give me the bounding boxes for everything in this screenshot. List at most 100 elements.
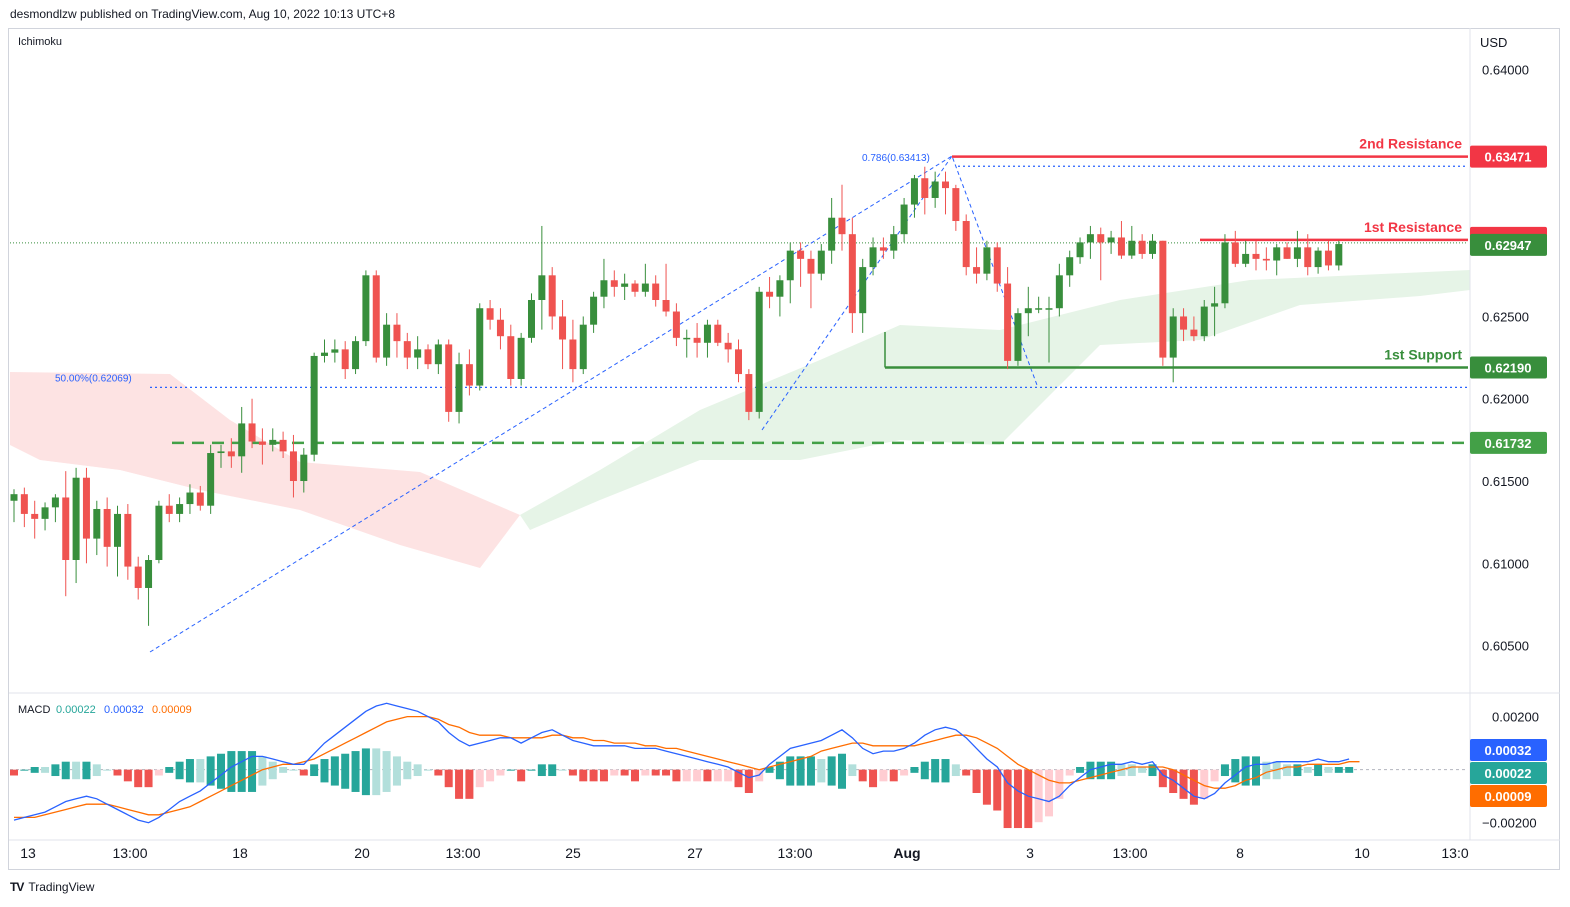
macd-title: MACD xyxy=(18,704,50,716)
macd-hist-bar xyxy=(1055,769,1064,799)
candle-body xyxy=(1149,240,1156,254)
candle-body xyxy=(321,352,328,356)
macd-hist-bar xyxy=(1334,767,1343,773)
tag-1st-support-box xyxy=(1470,356,1547,379)
tag-macd-hist-box xyxy=(1470,762,1547,784)
bullish-cloud xyxy=(520,270,1470,530)
chart-frame xyxy=(8,28,1560,870)
candle-body xyxy=(93,508,101,539)
macd-hist-bar xyxy=(1252,756,1260,786)
macd-hist-bar xyxy=(1314,764,1323,777)
macd-hist-bar xyxy=(537,764,546,777)
tag-macd-line-box xyxy=(1470,739,1547,761)
fib-50-label: 50.00%(0.62069) xyxy=(55,373,132,384)
tag-macd-line-text: 0.00032 xyxy=(1485,743,1532,758)
macd-hist-bar xyxy=(1241,756,1250,786)
time-tick: 20 xyxy=(354,845,370,861)
macd-hist-bar xyxy=(392,756,401,786)
candle-body xyxy=(714,324,722,343)
candle-body xyxy=(1190,329,1198,337)
macd-hist-bar xyxy=(900,769,909,776)
macd-hist-bar xyxy=(248,751,257,792)
time-tick: 13:00 xyxy=(1112,845,1147,861)
time-tick: Aug xyxy=(893,845,920,861)
macd-hist-bar xyxy=(931,759,940,783)
macd-hist-bar xyxy=(351,751,360,792)
macd-hist-bar xyxy=(455,769,464,799)
macd-hist-bar xyxy=(30,767,39,773)
macd-hist-bar xyxy=(517,769,526,782)
macd-signal-line xyxy=(14,715,1360,819)
macd-hist-bar xyxy=(1179,769,1188,799)
macd-hist-bar xyxy=(424,769,432,771)
macd-hist-bar xyxy=(144,769,153,788)
candle-body xyxy=(1024,308,1032,314)
macd-hist-bar xyxy=(589,769,598,782)
macd-hist-bar xyxy=(858,769,867,782)
candle-body xyxy=(1076,242,1084,258)
macd-hist-bar xyxy=(1345,767,1354,773)
candle-body xyxy=(910,178,918,205)
macd-hist-bar xyxy=(434,769,443,776)
macd-hist-bar xyxy=(775,761,784,780)
candle-body xyxy=(755,291,763,412)
macd-hist-bar xyxy=(662,769,671,776)
macd-hist-bar xyxy=(134,769,143,788)
macd-hist-bar xyxy=(92,764,101,777)
macd-hist-bar xyxy=(951,764,960,777)
macd-hist-bar xyxy=(61,761,70,780)
candle-body xyxy=(1180,316,1188,330)
price-tick: 0.61500 xyxy=(1482,474,1529,489)
candle-body xyxy=(931,181,939,198)
candle-body xyxy=(848,234,856,314)
macd-pane xyxy=(10,702,1468,829)
tag-macd-signal-box xyxy=(1470,785,1547,807)
ichimoku-cloud xyxy=(10,270,1470,568)
candle-body xyxy=(445,344,453,412)
macd-hist-bar xyxy=(920,761,929,780)
candle-body xyxy=(507,336,515,379)
candle-body xyxy=(973,267,981,274)
macd-hist-bar xyxy=(972,769,981,794)
macd-hist-bar xyxy=(258,756,267,786)
candle-body xyxy=(859,267,867,314)
macd-hist-bar xyxy=(1045,769,1053,817)
candle-body xyxy=(1231,242,1239,264)
tag-macd-hist-text: 0.00022 xyxy=(1485,766,1532,781)
candle-body xyxy=(1324,250,1332,266)
price-tick: 0.64000 xyxy=(1482,63,1529,78)
candle-body xyxy=(683,337,691,340)
candle-body xyxy=(207,453,215,506)
tag-macd-signal-text: 0.00009 xyxy=(1485,789,1532,804)
candle-body xyxy=(869,247,877,268)
candle-body xyxy=(341,349,349,370)
candle-body xyxy=(1035,308,1043,310)
macd-legend-hist: 0.00022 xyxy=(56,704,96,716)
time-tick: 13:00 xyxy=(112,845,147,861)
macd-hist-bar xyxy=(1189,769,1198,805)
candle-body xyxy=(735,349,742,375)
macd-tick: 0.00200 xyxy=(1492,710,1539,725)
footer: TV TradingView xyxy=(10,880,94,894)
macd-hist-bar xyxy=(165,767,174,773)
candle-body xyxy=(1283,247,1291,259)
macd-hist-bar xyxy=(341,753,350,789)
macd-hist-bar xyxy=(465,769,474,799)
candle-body xyxy=(20,494,28,514)
candle-body xyxy=(238,423,246,457)
macd-hist-bar xyxy=(869,769,878,788)
candle-body xyxy=(517,337,525,379)
candle-body xyxy=(372,275,380,358)
candle-body xyxy=(403,341,411,358)
macd-hist-bar xyxy=(620,769,629,776)
price-tick: 0.61000 xyxy=(1482,556,1529,571)
candle-body xyxy=(217,451,225,454)
candle-body xyxy=(1211,303,1219,307)
candle-body xyxy=(724,342,732,350)
time-tick: 13 xyxy=(20,845,36,861)
macd-hist-bar xyxy=(941,759,950,783)
candle-body xyxy=(548,275,556,317)
macd-hist-bar xyxy=(744,769,753,794)
candle-body xyxy=(786,250,794,281)
